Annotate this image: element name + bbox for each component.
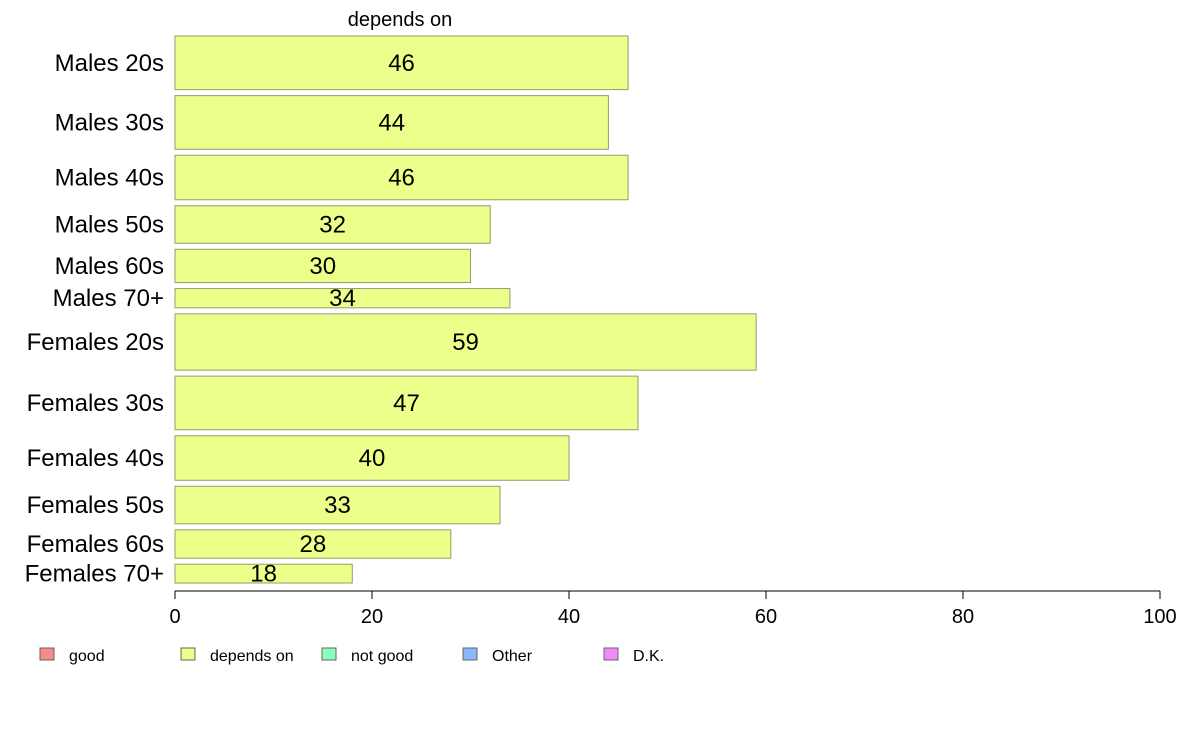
legend-label: D.K. [633,648,664,665]
x-tick-label: 100 [1143,606,1176,628]
value-label: 46 [388,50,415,77]
value-label: 47 [393,390,420,417]
x-axis: 0 20 40 60 80 100 [169,590,1177,628]
bar [174,95,609,150]
legend-swatch [321,647,337,661]
legend-swatch [180,647,196,661]
x-tick-label: 0 [169,606,180,628]
value-label: 32 [319,212,346,239]
value-label: 59 [452,329,479,356]
bar [174,248,471,284]
chart-title: depends on [348,9,453,31]
legend-swatch [39,647,55,661]
value-label: 28 [300,531,327,558]
x-tick-label: 40 [558,606,580,628]
value-label: 34 [329,285,356,312]
x-tick-label: 60 [755,606,777,628]
bar [174,35,629,91]
bar [174,529,452,559]
legend-swatch [462,647,478,661]
legend-label: Other [492,648,533,665]
category-label: Females 70+ [25,561,164,588]
legend-label: depends on [210,648,294,665]
category-label: Females 20s [27,329,164,356]
bar [174,485,501,525]
category-label: Males 30s [55,109,164,136]
value-label: 30 [309,253,336,280]
bar [174,563,353,584]
bar [174,375,639,431]
x-tick-label: 20 [361,606,383,628]
legend: good depends on not good Other D.K. [39,647,664,665]
bar [174,435,570,481]
bar [174,313,757,371]
category-label: Males 60s [55,253,164,280]
value-label: 40 [359,445,386,472]
legend-label: not good [351,648,413,665]
category-label: Males 20s [55,50,164,77]
category-label: Females 60s [27,531,164,558]
category-label: Females 50s [27,492,164,519]
legend-swatch [603,647,619,661]
value-label: 46 [388,165,415,192]
value-label: 44 [378,109,405,136]
legend-label: good [69,648,105,665]
bar [174,154,629,201]
bars-group: Males 20s 46 Males 30s 44 Males 40s 46 Males 5… [25,35,757,588]
category-label: Females 30s [27,390,164,417]
bar [174,288,511,309]
category-label: Females 40s [27,445,164,472]
category-label: Males 40s [55,165,164,192]
bar [174,205,491,244]
value-label: 33 [324,492,351,519]
value-label: 18 [250,561,277,588]
category-label: Males 70+ [53,285,164,312]
category-label: Males 50s [55,212,164,239]
x-tick-label: 80 [952,606,974,628]
